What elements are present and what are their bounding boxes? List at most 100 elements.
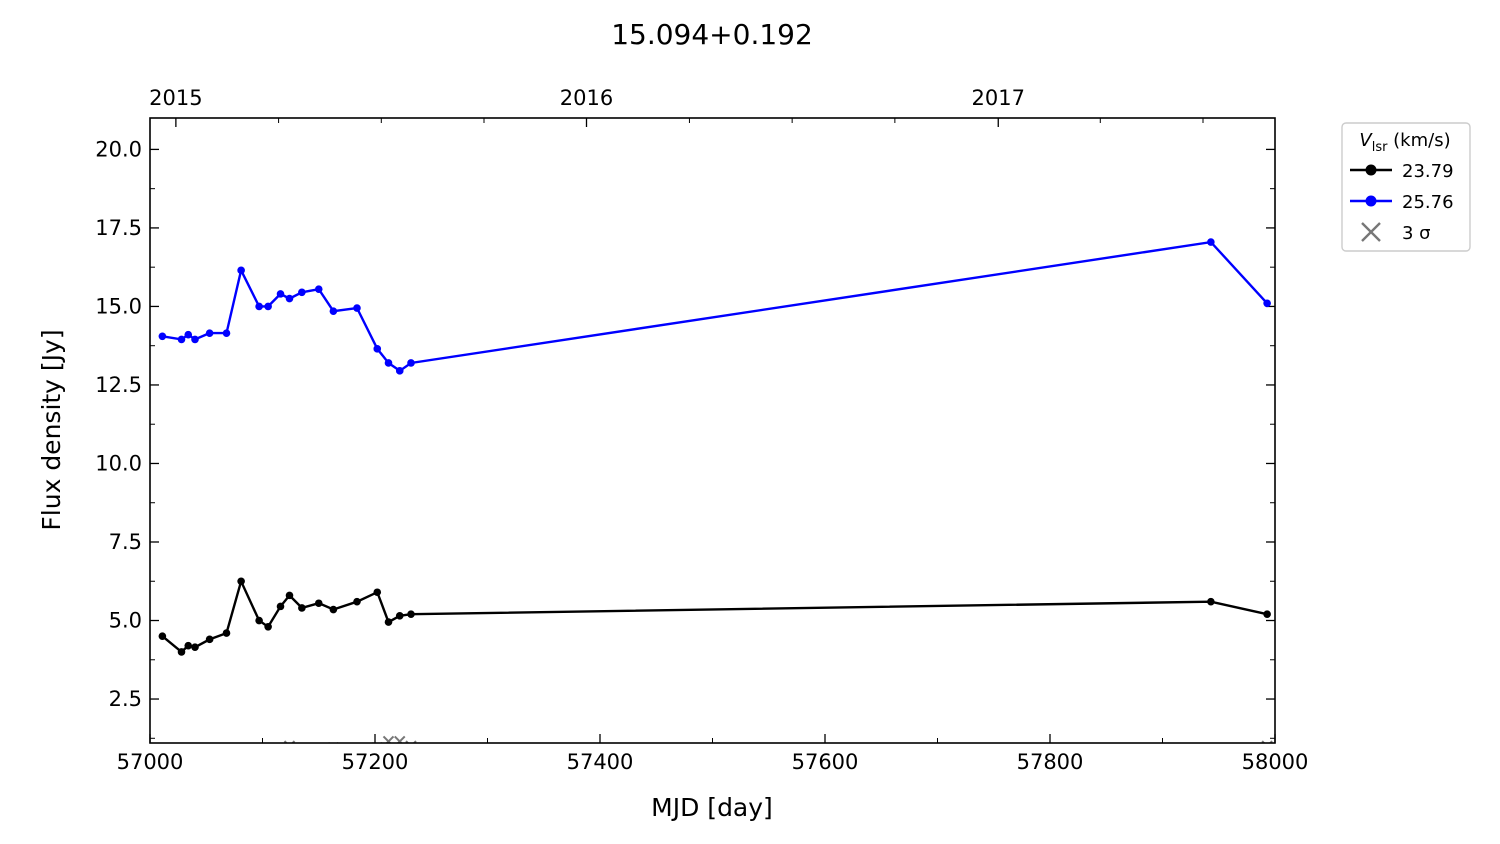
y-tick-label: 7.5 [109,530,142,554]
data-point-23.79 [395,612,404,620]
upper-limit-stroke [291,744,301,754]
upper-limit-marker [1206,744,1216,754]
legend-entries: 23.79 25.76 3 σ [1350,161,1454,244]
top-year-label: 2016 [560,86,613,110]
data-point-25.76 [395,367,404,375]
data-point-23.79 [184,641,193,650]
data-point-25.76 [264,302,272,311]
upper-limit-stroke [314,744,324,754]
data-point-23.79 [222,629,231,637]
upper-limit-stroke [1206,744,1216,754]
data-point-23.79 [353,597,361,606]
upper-limit-stroke [385,735,395,743]
legend-entry: 23.79 [1350,161,1454,182]
x-tick-label: 57000 [117,750,184,774]
upper-limit-marker [323,744,333,754]
data-point-23.79 [329,605,338,614]
series-line-23.79 [161,577,1268,654]
upper-limit-stroke [323,744,333,754]
legend-marker [1365,195,1377,207]
legend-label: 23.79 [1402,161,1454,182]
data-point-23.79 [276,602,285,611]
chart-title: 15.094+0.192 [611,18,813,51]
data-point-25.76 [177,335,186,344]
data-point-23.79 [191,643,199,652]
data-point-23.79 [255,616,263,625]
data-point-25.76 [222,329,231,337]
y-tick-label: 12.5 [95,373,142,397]
legend-box [1341,122,1471,252]
data-point-25.76 [237,266,245,275]
y-tick-label: 15.0 [95,294,142,318]
data-point-25.76 [329,307,338,315]
data-point-23.79 [1263,610,1271,619]
upper-limit-stroke [336,742,339,743]
data-point-23.79 [373,588,382,597]
upper-limit-stroke [328,742,331,743]
upper-limit-marker [328,742,339,743]
data-point-25.76 [255,302,263,311]
legend-label: 3 σ [1402,223,1431,244]
data-point-25.76 [314,285,323,293]
legend-marker [1365,164,1377,176]
x-tick-label: 57600 [792,750,859,774]
y-axis-label: Flux density [Jy] [37,329,66,530]
upper-limit-stroke [291,744,301,754]
x-tick-label: 57400 [567,750,634,774]
x-axis-label: MJD [day] [651,793,773,822]
series-layer [158,238,1273,754]
top-year-label: 2015 [149,86,202,110]
data-point-25.76 [191,335,199,344]
legend-entry: 3 σ [1361,222,1431,244]
top-year-label: 2017 [972,86,1025,110]
upper-limit-marker [291,744,301,754]
legend: Vlsr (km/s) 23.79 25.76 3 σ [1341,122,1471,252]
x-tick-label: 57200 [342,750,409,774]
data-point-25.76 [158,332,167,341]
data-point-25.76 [298,288,306,297]
upper-limit-marker [382,735,395,743]
data-point-23.79 [264,622,272,631]
x-tick-label: 57800 [1017,750,1084,774]
upper-limit-marker [314,744,324,754]
data-point-23.79 [158,632,167,641]
data-point-25.76 [276,290,285,298]
tick-layer: 57000 57200 57400 57600 57800 58000 2.5 5.0 7.5 1… [95,86,1308,774]
upper-limit-stroke [314,744,324,754]
data-point-23.79 [177,648,186,656]
data-point-25.76 [184,330,193,339]
data-point-23.79 [298,604,306,612]
data-point-25.76 [285,294,294,303]
data-point-23.79 [314,599,323,608]
data-point-25.76 [407,359,415,367]
upper-limit-stroke [323,744,333,754]
data-point-23.79 [1207,597,1215,606]
upper-limit-stroke [396,735,406,743]
y-tick-label: 5.0 [109,609,142,633]
x-tick-label: 58000 [1242,750,1309,774]
y-tick-label: 2.5 [109,687,142,711]
data-point-23.79 [205,635,214,644]
legend-x-marker [1361,222,1381,242]
plot-frame [149,117,1276,744]
data-point-25.76 [1263,299,1271,308]
y-tick-label: 10.0 [95,451,142,475]
y-tick-label: 17.5 [95,216,142,240]
data-point-23.79 [407,610,415,619]
data-point-25.76 [205,329,214,337]
y-tick-label: 20.0 [95,137,142,161]
data-point-25.76 [1207,238,1215,246]
data-point-23.79 [384,618,393,626]
legend-title: Vlsr (km/s) [1359,130,1450,155]
data-point-25.76 [384,359,393,367]
upper-limit-stroke [1206,744,1216,754]
data-point-25.76 [353,304,361,312]
data-point-25.76 [373,345,382,353]
series-line-25.76 [162,240,1268,373]
data-point-23.79 [237,577,245,586]
data-point-23.79 [285,591,294,600]
upper-limit-marker [394,735,406,743]
legend-entry: 25.76 [1350,192,1454,213]
legend-label: 25.76 [1402,192,1454,213]
